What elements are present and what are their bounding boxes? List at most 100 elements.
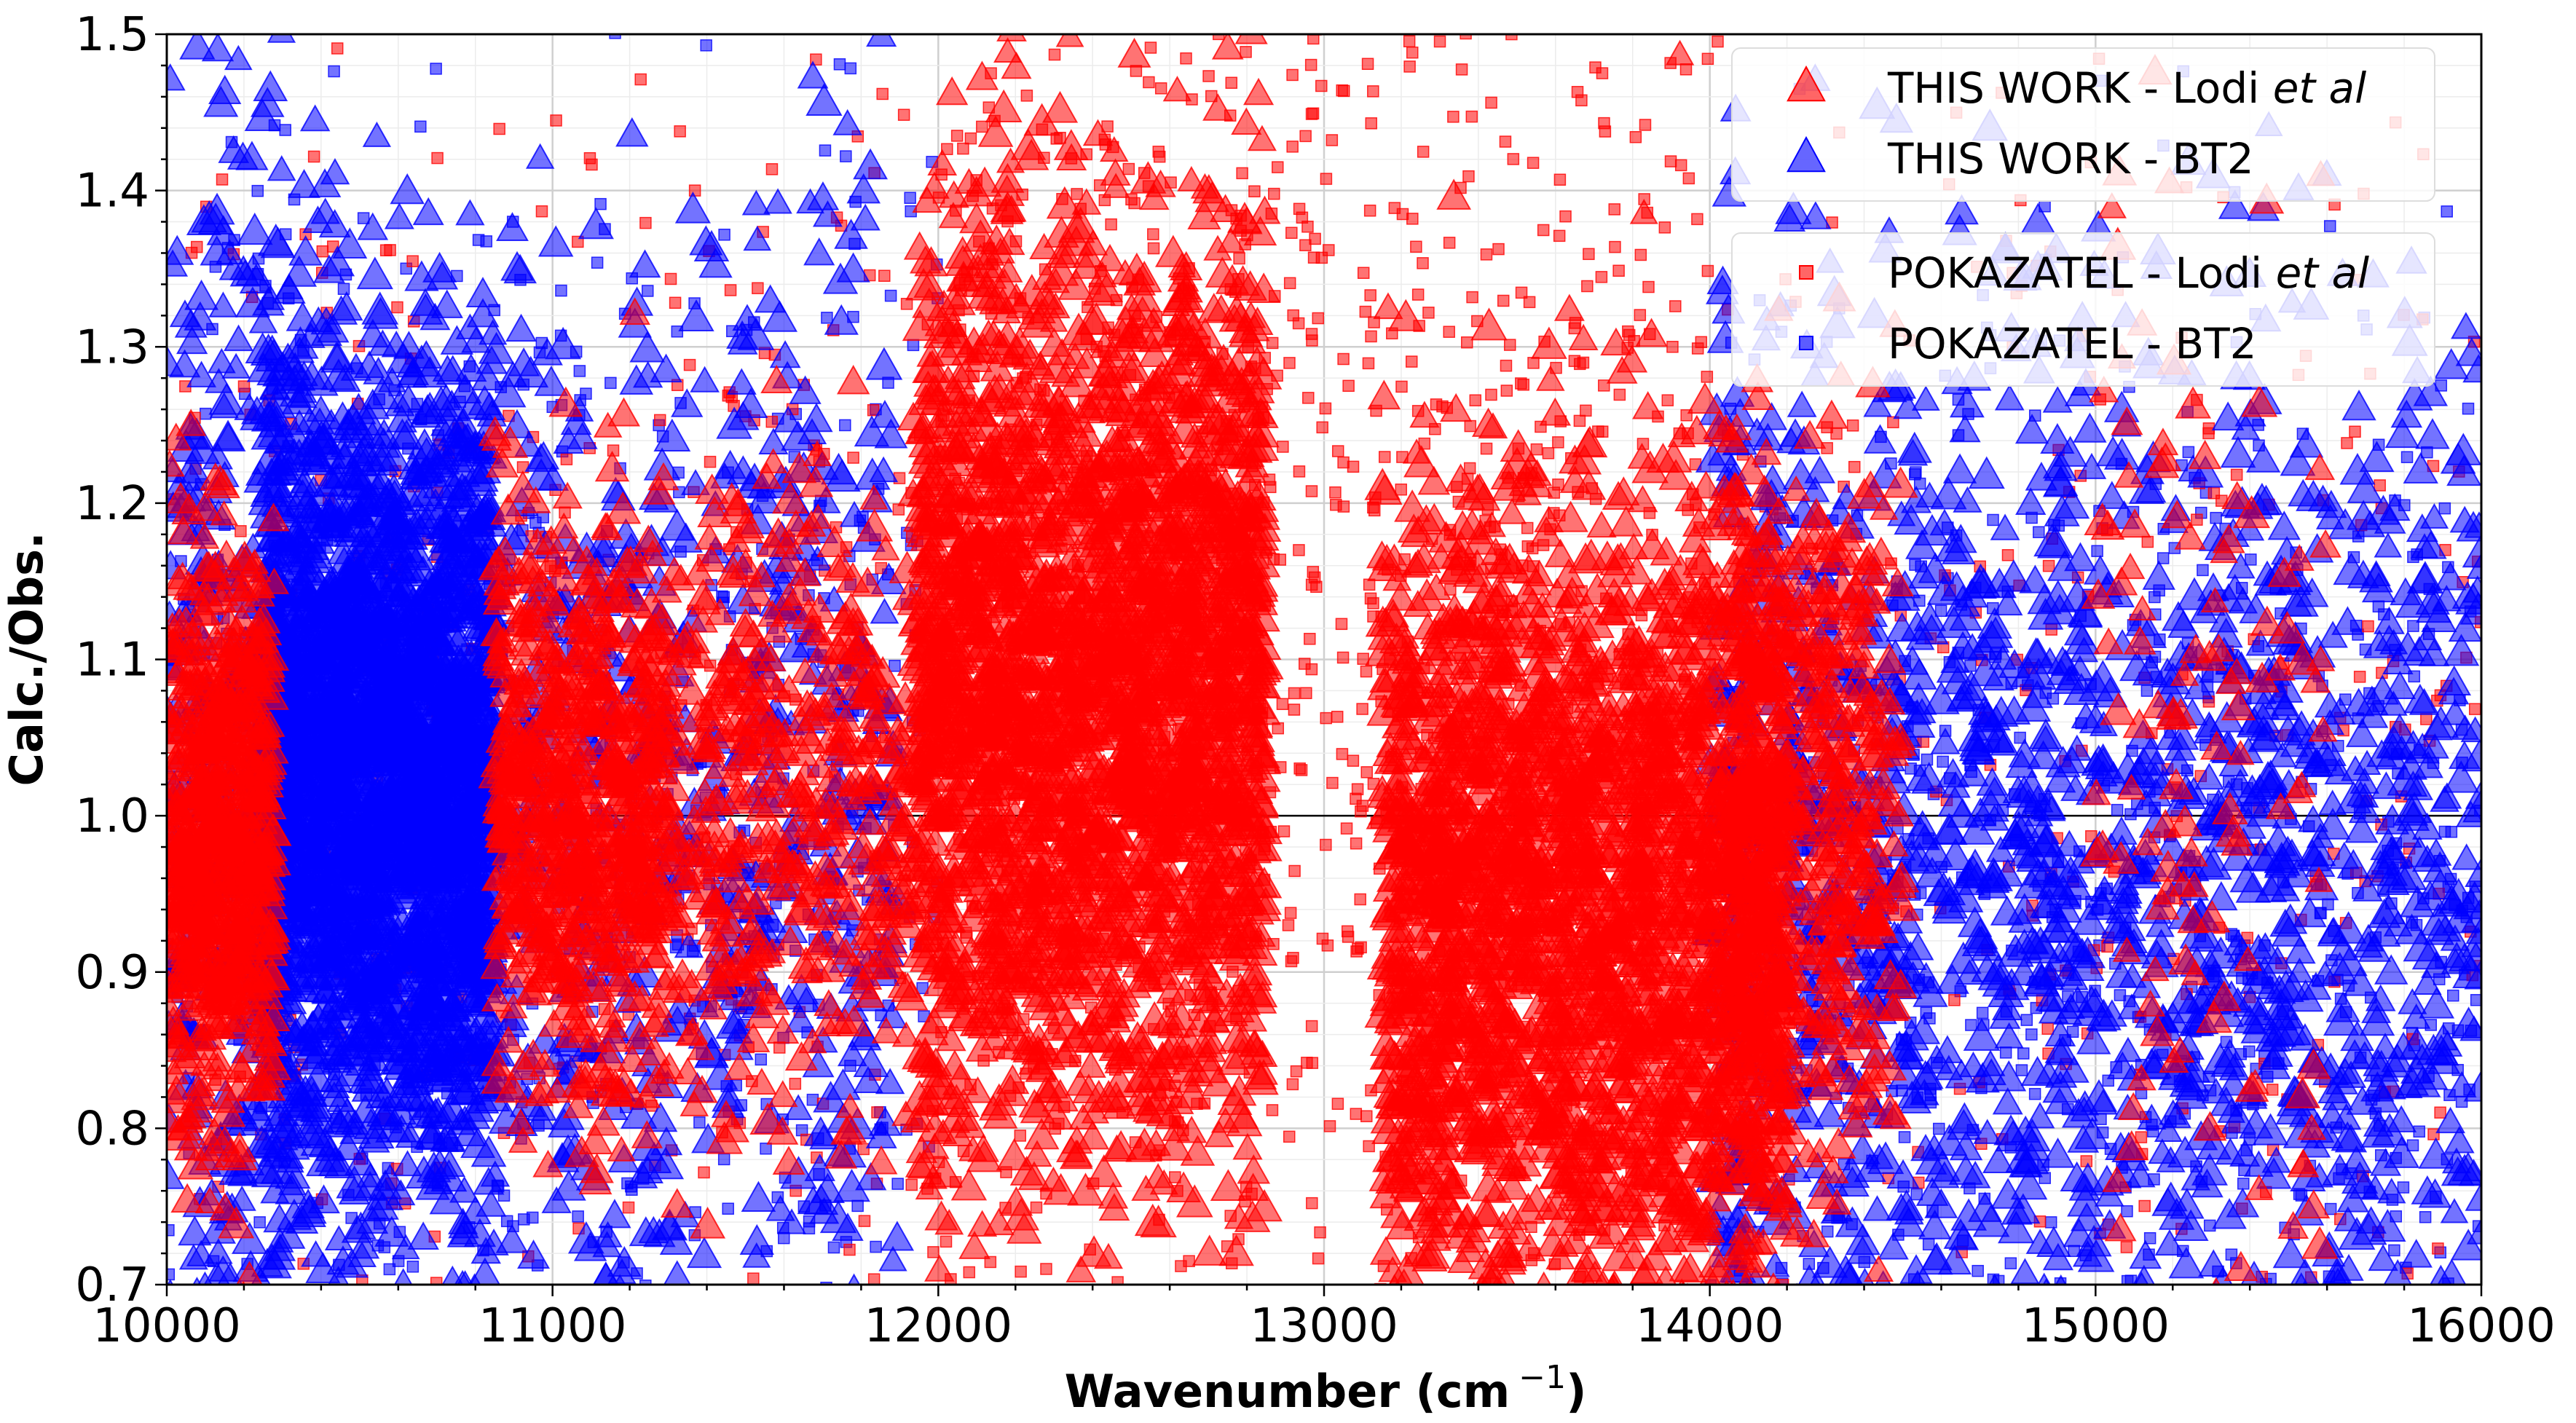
data-point-square <box>1583 248 1594 259</box>
data-point-square <box>2389 1245 2400 1256</box>
data-point-square <box>1249 186 1260 197</box>
data-point-square <box>1977 1007 1988 1018</box>
data-point-square <box>2226 1249 2237 1260</box>
data-point-square <box>1226 77 1237 88</box>
data-point-square <box>1831 428 1842 439</box>
data-point-square <box>1662 395 1673 406</box>
data-point-square <box>1379 452 1390 462</box>
data-point-square <box>1275 554 1285 565</box>
data-point-square <box>2407 1140 2418 1151</box>
data-point-square <box>2044 561 2055 572</box>
data-point-square <box>635 74 646 85</box>
data-point-square <box>1937 756 1948 767</box>
data-point-square <box>2470 703 2481 714</box>
data-point-square <box>1635 249 1646 260</box>
data-point-square <box>574 366 585 377</box>
data-point-square <box>623 1202 634 1213</box>
data-point-square <box>1333 446 1344 457</box>
data-point-square <box>1396 381 1407 392</box>
data-point-square <box>1351 838 1362 849</box>
data-point-square <box>536 206 547 217</box>
data-point-square <box>1320 173 1331 184</box>
data-point-square <box>1528 157 1539 168</box>
data-point-square <box>1910 559 1921 570</box>
data-point-square <box>1493 244 1504 255</box>
data-point-square <box>1343 380 1354 391</box>
data-point-square <box>254 1217 265 1228</box>
data-point-square <box>1309 252 1320 263</box>
data-point-square <box>238 381 249 392</box>
data-point-square <box>655 414 666 425</box>
data-point-square <box>1308 108 1319 119</box>
data-point-square <box>1015 1266 1026 1277</box>
data-point-square <box>1031 1202 1041 1213</box>
data-point-square <box>1643 282 1654 293</box>
data-point-square <box>1659 222 1670 233</box>
data-point-square <box>822 312 832 323</box>
data-point-square <box>2363 621 2374 632</box>
data-point-square <box>774 1042 785 1053</box>
data-point-square <box>1352 943 1363 954</box>
data-point-square <box>1411 241 1422 252</box>
data-point-square <box>1342 823 1352 834</box>
data-point-square <box>2238 1178 2249 1189</box>
data-point-square <box>1465 462 1476 473</box>
data-point-square <box>905 192 915 203</box>
data-point-square <box>1287 141 1298 152</box>
data-point-square <box>1287 1079 1298 1089</box>
data-point-square <box>1988 514 1998 525</box>
data-point-square <box>2001 1047 2012 1058</box>
data-point-square <box>1289 687 1300 698</box>
data-point-square <box>1307 328 1317 339</box>
data-point-square <box>1666 156 1677 167</box>
data-point-square <box>1336 749 1347 760</box>
data-point-square <box>1395 484 1406 495</box>
data-point-square <box>906 1179 917 1190</box>
data-point-square <box>1288 704 1299 715</box>
data-point-square <box>1692 213 1703 224</box>
data-point-square <box>2441 206 2452 217</box>
data-point-square <box>1397 209 1408 220</box>
data-point-square <box>1500 136 1510 147</box>
data-point-square <box>592 257 603 268</box>
data-point-square <box>1609 204 1620 215</box>
data-point-square <box>1278 826 1289 837</box>
data-point-square <box>2018 1048 2029 1059</box>
data-point-square <box>1357 703 1368 714</box>
data-point-square <box>1272 162 1283 173</box>
data-point-square <box>958 143 969 154</box>
data-point-square <box>1360 666 1371 677</box>
data-point-square <box>642 285 653 296</box>
data-point-square <box>217 174 228 185</box>
data-point-square <box>1361 767 1372 778</box>
data-point-square <box>1538 224 1549 235</box>
data-point-square <box>844 1245 855 1256</box>
data-point-square <box>964 1267 974 1278</box>
data-point-square <box>755 1054 766 1065</box>
data-point-square <box>701 40 712 51</box>
data-point-square <box>1153 146 1164 157</box>
data-point-square <box>1300 240 1311 251</box>
data-point-square <box>1683 173 1694 184</box>
data-point-square <box>1972 1266 1983 1277</box>
data-point-square <box>807 1095 818 1105</box>
data-point-square <box>1296 765 1307 776</box>
data-point-square <box>1413 289 1424 300</box>
data-point-square <box>1312 312 1323 323</box>
data-point-square <box>1355 806 1366 817</box>
data-point-square <box>1313 1253 1324 1264</box>
data-point-square <box>309 151 320 162</box>
data-point-square <box>1303 393 1314 403</box>
data-point-square <box>1910 467 1921 478</box>
data-point-square <box>1462 337 1473 348</box>
data-point-square <box>407 1261 418 1272</box>
data-point-square <box>1848 420 1859 431</box>
data-point-square <box>1553 437 1564 448</box>
data-point-square <box>1934 1124 1945 1135</box>
data-point-square <box>1149 243 1159 254</box>
data-point-square <box>845 63 856 74</box>
data-point-square <box>1574 415 1585 426</box>
data-point-square <box>1404 61 1415 72</box>
data-point-square <box>859 1215 870 1226</box>
